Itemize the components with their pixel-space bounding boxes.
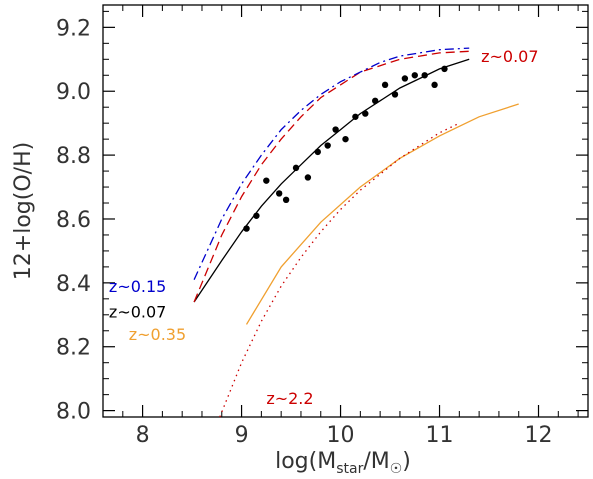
x-tick-label: 8 [136, 423, 150, 448]
data-point [342, 135, 349, 143]
data-point [391, 91, 399, 98]
annotation-label: z~0.07 [481, 47, 538, 66]
y-tick-label: 8.8 [56, 144, 91, 169]
data-point [411, 72, 418, 79]
x-tick-label: 11 [426, 423, 454, 448]
annotation-label: z~0.07 [109, 303, 166, 322]
data-point [332, 126, 339, 133]
y-tick-label: 8.6 [56, 208, 91, 233]
data-point [381, 81, 389, 89]
data-point [352, 113, 359, 120]
plot-frame [102, 4, 589, 418]
y-tick-label: 8.0 [56, 400, 91, 425]
data-point [431, 81, 438, 89]
x-tick-label: 10 [327, 423, 355, 448]
y-tick-label: 9.0 [56, 80, 91, 105]
data-point [243, 225, 250, 232]
data-point [282, 196, 290, 204]
x-axis-title: log(Mstar/M☉) [275, 449, 411, 477]
data-point [441, 65, 448, 73]
series-z-0-35 [245, 103, 519, 325]
data-point [314, 148, 321, 156]
series-z-2-2 [219, 122, 460, 418]
data-point [253, 212, 260, 219]
y-axis-title: 12+log(O/H) [11, 142, 36, 280]
data-point [371, 97, 379, 105]
series-z-0-15 [193, 47, 470, 280]
data-point [304, 174, 312, 181]
data-point [292, 164, 300, 172]
x-tick-label: 12 [525, 423, 553, 448]
data-point [275, 190, 283, 197]
y-tick-label: 9.2 [56, 16, 91, 41]
data-point [324, 142, 331, 149]
y-tick-label: 8.2 [56, 336, 91, 361]
data-point [401, 75, 409, 82]
series-layer [193, 47, 519, 418]
annotation-label: z~0.15 [109, 277, 166, 296]
series-z-0-07-fit [193, 58, 470, 303]
y-tick-label: 8.4 [56, 272, 91, 297]
data-point [362, 110, 369, 117]
annotation-label: z~0.35 [129, 325, 186, 344]
annotation-label: z~2.2 [266, 389, 313, 408]
annotations: z~0.07 z~0.15 z~0.07 z~0.35 z~2.2 [109, 47, 539, 408]
data-point [263, 177, 270, 184]
data-points [243, 65, 448, 232]
axis-ticks [102, 5, 588, 417]
series-z-0-07-dashed [193, 50, 470, 303]
tick-labels: 8 9 10 11 12 8.0 8.2 8.4 8.6 8.8 9.0 9.2 [56, 16, 553, 448]
data-point [421, 72, 428, 79]
x-tick-label: 9 [235, 423, 249, 448]
